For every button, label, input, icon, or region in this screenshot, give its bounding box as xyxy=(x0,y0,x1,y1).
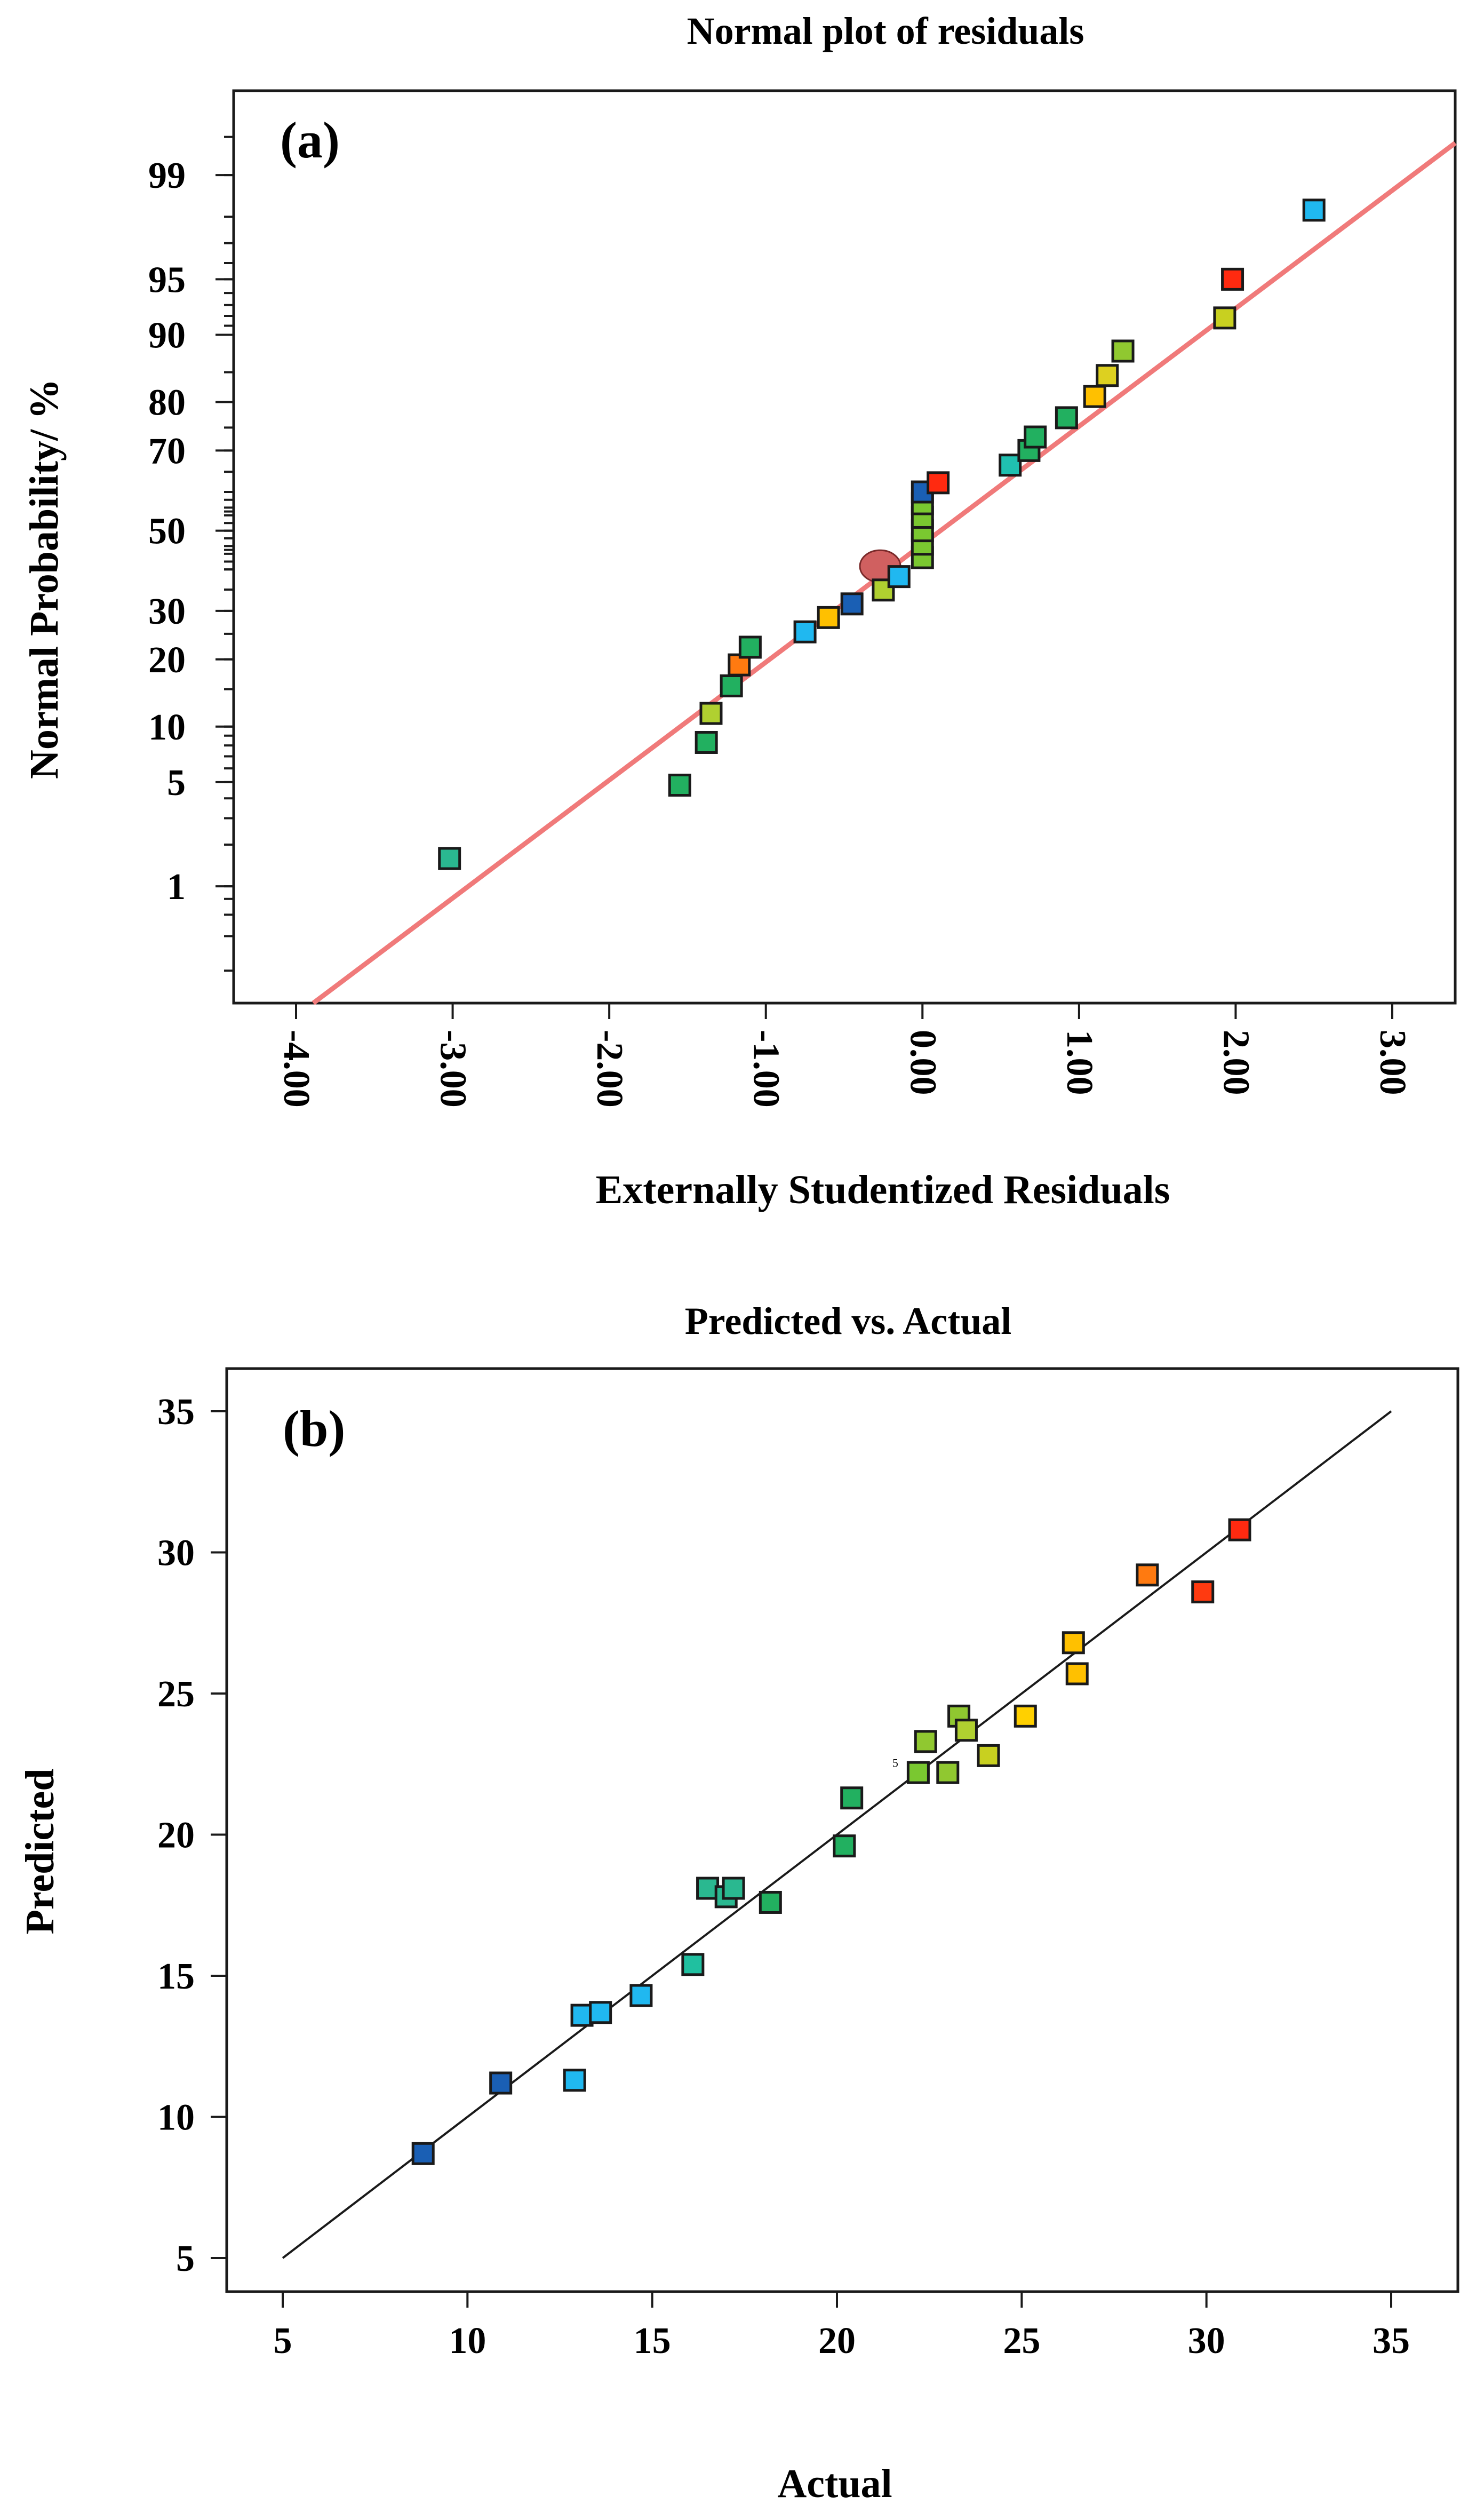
chart-b-x-tick-label: 15 xyxy=(634,2320,671,2362)
chart-a-point xyxy=(817,606,840,629)
chart-a-y-tick-label: 50 xyxy=(148,511,186,552)
chart-b: Predicted vs. Actual 5 10 15 20 25 30 35 5 10 15 2… xyxy=(18,1300,1459,2506)
chart-a-x-tick-label: -4.00 xyxy=(276,1030,317,1108)
chart-b-plot-frame xyxy=(225,1367,1459,2293)
chart-b-point xyxy=(833,1834,856,1858)
chart-a-x-tick-label: 3.00 xyxy=(1372,1030,1413,1095)
chart-b-point xyxy=(759,1890,782,1914)
chart-b-point xyxy=(936,1761,960,1784)
chart-b-x-tick-label: 35 xyxy=(1373,2320,1410,2362)
chart-a: Normal plot of residuals -4.00 -3.00 -2.00… xyxy=(22,10,1457,1212)
chart-a-x-axis-label: Externally Studentized Residuals xyxy=(596,1167,1170,1212)
chart-a-y-tick-label: 80 xyxy=(148,382,186,423)
chart-a-y-tick-label: 30 xyxy=(148,591,186,632)
chart-a-point xyxy=(927,471,950,495)
chart-b-x-tick-label: 25 xyxy=(1003,2320,1040,2362)
chart-a-y-axis-label: Normal Probability/ % xyxy=(22,379,67,779)
chart-b-y-tick-label: 35 xyxy=(157,1392,195,1433)
chart-a-point xyxy=(438,847,461,870)
chart-b-point xyxy=(1228,1518,1251,1541)
chart-a-point xyxy=(1024,425,1047,449)
chart-a-x-tick-label: 2.00 xyxy=(1215,1030,1256,1095)
chart-b-point xyxy=(906,1761,930,1784)
chart-a-point xyxy=(720,674,743,697)
chart-b-x-tick-label: 20 xyxy=(818,2320,856,2362)
chart-a-point xyxy=(1055,406,1078,430)
chart-b-point xyxy=(489,2071,513,2095)
chart-b-y-tick-label: 5 xyxy=(176,2238,195,2279)
chart-a-y-tick-label: 1 xyxy=(167,867,186,908)
chart-a-plot-frame xyxy=(232,89,1457,1005)
chart-a-y-tick-label: 95 xyxy=(148,259,186,300)
chart-b-y-tick-label: 20 xyxy=(157,1815,195,1856)
chart-a-point xyxy=(1096,364,1119,387)
chart-a-point xyxy=(668,774,691,797)
chart-b-point xyxy=(563,2069,586,2092)
chart-a-point xyxy=(1083,385,1106,408)
chart-a-point xyxy=(1302,198,1326,222)
chart-b-y-tick-label: 15 xyxy=(157,1956,195,1997)
chart-b-axes: 5 10 15 20 25 30 35 5 10 15 20 25 30 35 xyxy=(157,1392,1410,2362)
chart-a-y-tick-label: 20 xyxy=(148,640,186,681)
chart-b-y-tick-label: 25 xyxy=(157,1674,195,1715)
chart-b-point xyxy=(1136,1563,1159,1587)
chart-a-point xyxy=(1111,339,1135,363)
chart-a-points xyxy=(438,198,1326,870)
chart-b-x-tick-label: 5 xyxy=(274,2320,292,2362)
chart-b-x-tick-label: 30 xyxy=(1188,2320,1225,2362)
chart-b-point xyxy=(589,2001,612,2024)
chart-a-point xyxy=(699,702,723,725)
chart-b-point xyxy=(1062,1631,1085,1655)
chart-a-panel-label: (a) xyxy=(280,112,340,169)
chart-a-point xyxy=(695,730,718,754)
chart-b-point xyxy=(629,1984,653,2007)
chart-b-point xyxy=(977,1744,1000,1767)
chart-a-point xyxy=(793,620,817,643)
chart-b-annotation: 5 xyxy=(892,1756,898,1770)
chart-a-x-tick-label: -1.00 xyxy=(746,1030,787,1108)
chart-b-point xyxy=(722,1877,745,1900)
chart-a-point xyxy=(1213,306,1236,330)
chart-a-x-tick-label: -2.00 xyxy=(589,1030,630,1108)
chart-b-point xyxy=(840,1786,864,1810)
chart-a-y-tick-label: 10 xyxy=(148,707,186,748)
chart-b-x-axis-label: Actual xyxy=(777,2461,892,2506)
chart-b-y-axis-label: Predicted xyxy=(18,1769,62,1935)
chart-a-point xyxy=(738,635,762,659)
chart-b-y-tick-label: 10 xyxy=(157,2097,195,2139)
chart-a-title: Normal plot of residuals xyxy=(687,10,1084,52)
chart-a-x-tick-label: 0.00 xyxy=(902,1030,943,1095)
chart-a-point xyxy=(840,592,864,616)
chart-a-y-tick-label: 99 xyxy=(148,155,186,196)
chart-a-point xyxy=(1221,267,1244,291)
chart-b-point xyxy=(411,2142,435,2165)
chart-a-x-tick-label: 1.00 xyxy=(1059,1030,1100,1095)
chart-b-point xyxy=(1191,1580,1215,1604)
chart-a-x-tick-label: -3.00 xyxy=(433,1030,474,1108)
chart-b-panel-label: (b) xyxy=(283,1400,345,1457)
chart-b-point xyxy=(681,1953,705,1976)
chart-a-axes: -4.00 -3.00 -2.00 -1.00 0.00 1.00 2.00 3.00 1 5 10… xyxy=(148,136,1413,1108)
chart-b-point xyxy=(1014,1704,1037,1728)
chart-a-point xyxy=(887,565,911,589)
chart-b-y-tick-label: 30 xyxy=(157,1533,195,1574)
chart-b-point xyxy=(570,2004,594,2027)
chart-b-points xyxy=(411,1518,1251,2165)
chart-b-point xyxy=(954,1719,978,1742)
chart-b-point xyxy=(914,1730,937,1753)
chart-a-y-tick-label: 5 xyxy=(167,762,186,804)
chart-b-title: Predicted vs. Actual xyxy=(685,1300,1012,1342)
chart-b-point xyxy=(1065,1662,1089,1686)
chart-a-y-tick-label: 90 xyxy=(148,315,186,356)
chart-a-y-tick-label: 70 xyxy=(148,431,186,472)
chart-b-x-tick-label: 10 xyxy=(449,2320,486,2362)
chart-a-point xyxy=(999,454,1022,477)
